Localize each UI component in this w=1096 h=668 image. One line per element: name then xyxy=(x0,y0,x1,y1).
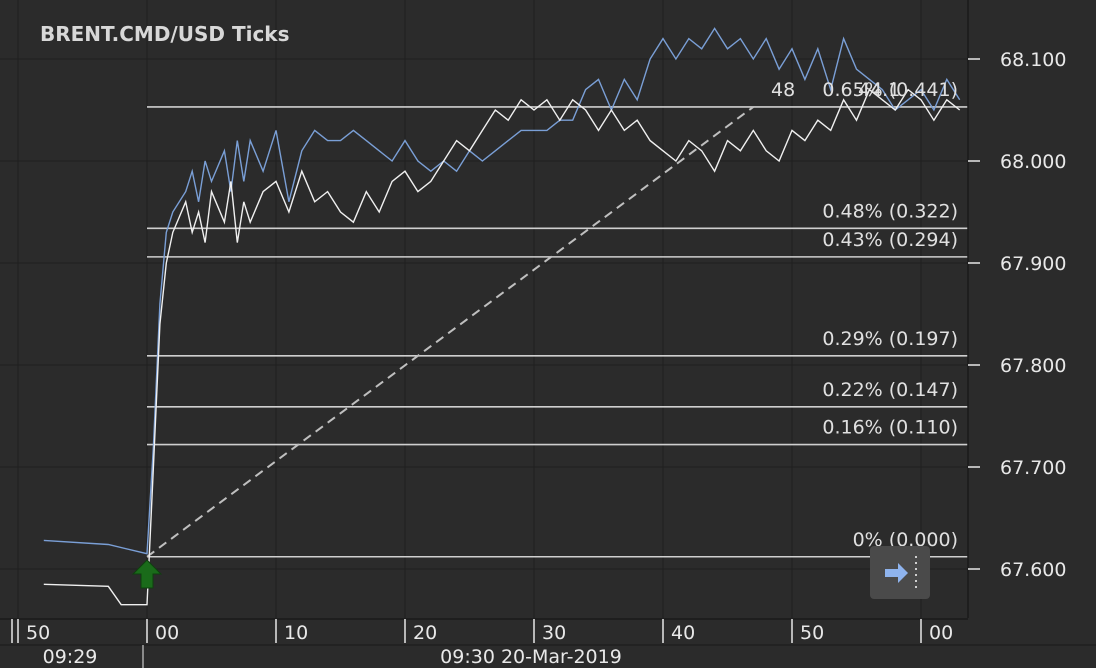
chart-grid xyxy=(0,0,968,619)
x-label-date: 09:30 20-Mar-2019 xyxy=(440,646,622,668)
fib-level-label: 0% (0.000) xyxy=(853,529,958,551)
scroll-to-latest-button[interactable] xyxy=(870,546,930,599)
fibonacci-levels[interactable] xyxy=(147,106,968,558)
series-bid-line xyxy=(43,88,961,606)
x-tick-label: 00 xyxy=(155,622,179,644)
fib-level-label: 0.16% (0.110) xyxy=(822,417,958,439)
x-tick-label: 00 xyxy=(929,622,953,644)
up-arrow-marker[interactable] xyxy=(131,559,163,589)
chart-title: BRENT.CMD/USD Ticks xyxy=(40,22,290,46)
y-axis-ticks: 67.600 67.700 67.800 67.900 68.000 68.100 xyxy=(968,49,1066,581)
buy-marker-icon[interactable] xyxy=(131,559,163,589)
fib-level-label: 0.48% (0.322) xyxy=(822,200,958,222)
fib-level-label: 0.65% (0.441) xyxy=(822,79,958,101)
fib-overlap-label: 48 xyxy=(771,79,795,101)
fib-level-label: 0.43% (0.294) xyxy=(822,229,958,251)
x-axis-panel[interactable] xyxy=(0,618,1096,668)
y-tick-label: 67.800 xyxy=(1000,355,1066,377)
y-tick-label: 67.700 xyxy=(1000,457,1066,479)
y-tick-label: 67.900 xyxy=(1000,253,1066,275)
x-tick-label: 20 xyxy=(413,622,437,644)
fib-overlap-label-2: 44.1 xyxy=(858,79,900,101)
x-tick-label: 10 xyxy=(284,622,308,644)
x-tick-label: 40 xyxy=(671,622,695,644)
y-tick-label: 68.100 xyxy=(1000,49,1066,71)
x-tick-label: 50 xyxy=(800,622,824,644)
fibonacci-level-labels: 0% (0.000) 0.16% (0.110) 0.22% (0.147) 0.29… xyxy=(771,79,958,551)
arrow-right-icon xyxy=(885,556,917,590)
x-tick-label: 50 xyxy=(26,622,50,644)
x-label-prev-minute: 09:29 xyxy=(43,646,98,668)
y-tick-label: 67.600 xyxy=(1000,559,1066,581)
fib-level-label: 0.29% (0.197) xyxy=(822,328,958,350)
y-tick-label: 68.000 xyxy=(1000,151,1066,173)
x-tick-label: 30 xyxy=(542,622,566,644)
fib-level-label: 0.22% (0.147) xyxy=(822,379,958,401)
fibonacci-trend-line[interactable] xyxy=(146,106,754,558)
series-ask-line xyxy=(43,27,961,555)
x-axis-ticks: 50 00 10 20 30 40 50 00 xyxy=(11,619,953,644)
y-axis-panel[interactable] xyxy=(968,0,1096,622)
